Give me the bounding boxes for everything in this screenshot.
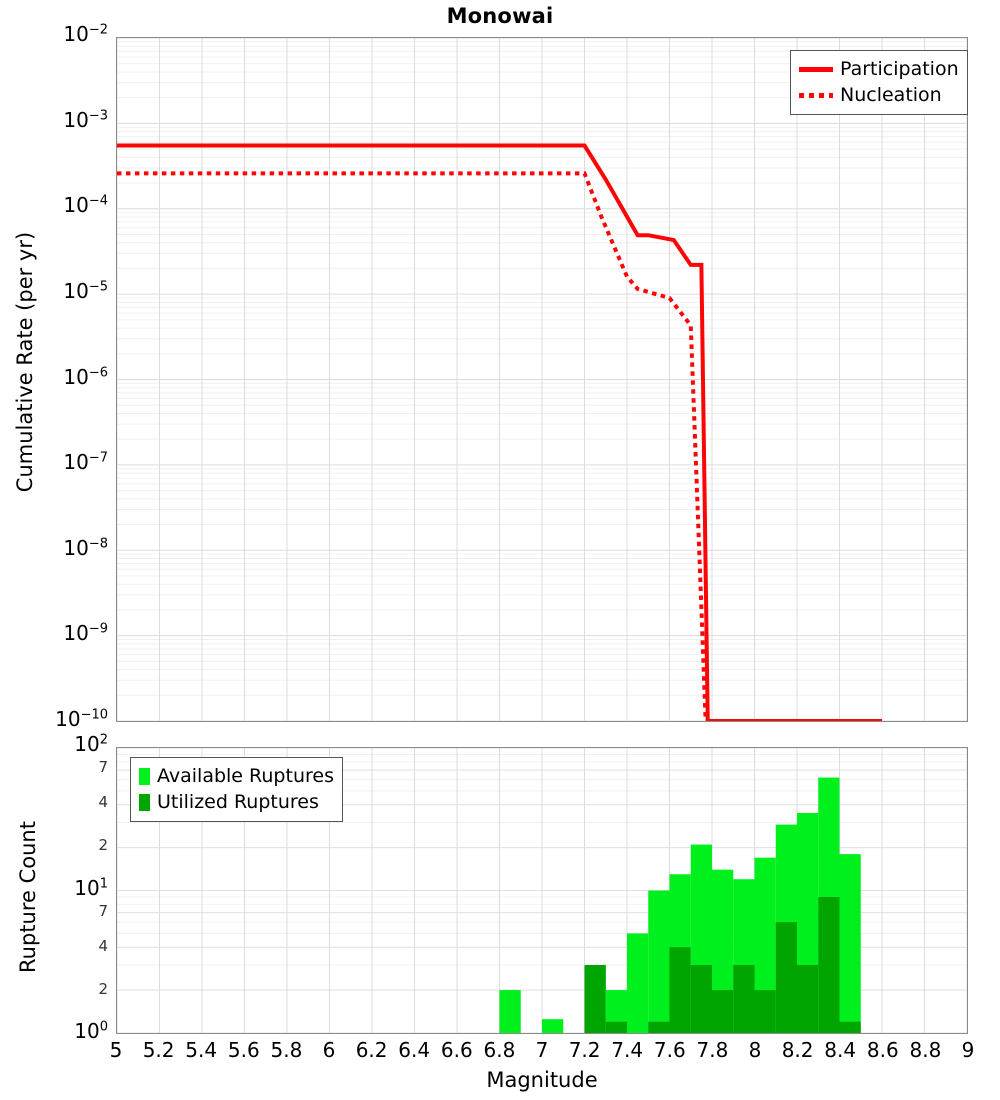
x-tick: 9 bbox=[928, 1040, 1000, 1060]
bar-utilized bbox=[606, 1022, 627, 1033]
legend-item: Participation bbox=[799, 56, 959, 82]
bar-utilized bbox=[755, 990, 776, 1033]
mfd-y-tick: 10−9 bbox=[0, 623, 108, 643]
rupture-count-legend: Available Ruptures Utilized Ruptures bbox=[130, 757, 343, 822]
mfd-y-tick: 10−10 bbox=[0, 709, 108, 729]
mfd-y-tick: 10−2 bbox=[0, 24, 108, 44]
legend-label: Available Ruptures bbox=[157, 765, 334, 787]
mfd-y-tick: 10−3 bbox=[0, 110, 108, 130]
color-swatch-icon bbox=[139, 768, 150, 785]
bar-utilized bbox=[691, 965, 712, 1033]
color-swatch-icon bbox=[139, 794, 150, 811]
bar-available bbox=[500, 990, 521, 1033]
mfd-legend: Participation Nucleation bbox=[790, 50, 968, 115]
rupture-count-y-tick: 102 bbox=[0, 734, 108, 754]
mfd-plot-svg bbox=[117, 38, 967, 721]
bar-utilized bbox=[670, 947, 691, 1033]
bar-available bbox=[542, 1019, 563, 1033]
dotted-line-icon bbox=[799, 93, 833, 98]
legend-item: Available Ruptures bbox=[139, 763, 334, 789]
legend-label: Nucleation bbox=[840, 84, 942, 106]
legend-item: Nucleation bbox=[799, 82, 959, 108]
mfd-plot-area bbox=[116, 37, 968, 722]
bar-utilized bbox=[797, 965, 818, 1033]
bar-available bbox=[627, 933, 648, 1033]
bar-utilized bbox=[818, 897, 839, 1033]
figure-canvas: Monowai 10−210−310−410−510−610−710−810−9… bbox=[0, 0, 1000, 1100]
solid-line-icon bbox=[799, 67, 833, 72]
bar-utilized bbox=[585, 965, 606, 1033]
page-title: Monowai bbox=[0, 4, 1000, 28]
bar-available bbox=[840, 854, 861, 1033]
legend-label: Participation bbox=[840, 58, 959, 80]
bar-available bbox=[648, 891, 669, 1034]
mfd-y-axis-title: Cumulative Rate (per yr) bbox=[13, 132, 37, 592]
bar-utilized bbox=[733, 965, 754, 1033]
legend-item: Utilized Ruptures bbox=[139, 789, 334, 815]
legend-label: Utilized Ruptures bbox=[157, 791, 319, 813]
bar-utilized bbox=[712, 990, 733, 1033]
bar-utilized bbox=[840, 1022, 861, 1033]
x-axis-title: Magnitude bbox=[116, 1068, 968, 1092]
rupture-count-y-axis-title: Rupture Count bbox=[16, 757, 40, 1037]
bar-utilized bbox=[776, 922, 797, 1033]
bar-utilized bbox=[648, 1022, 669, 1033]
